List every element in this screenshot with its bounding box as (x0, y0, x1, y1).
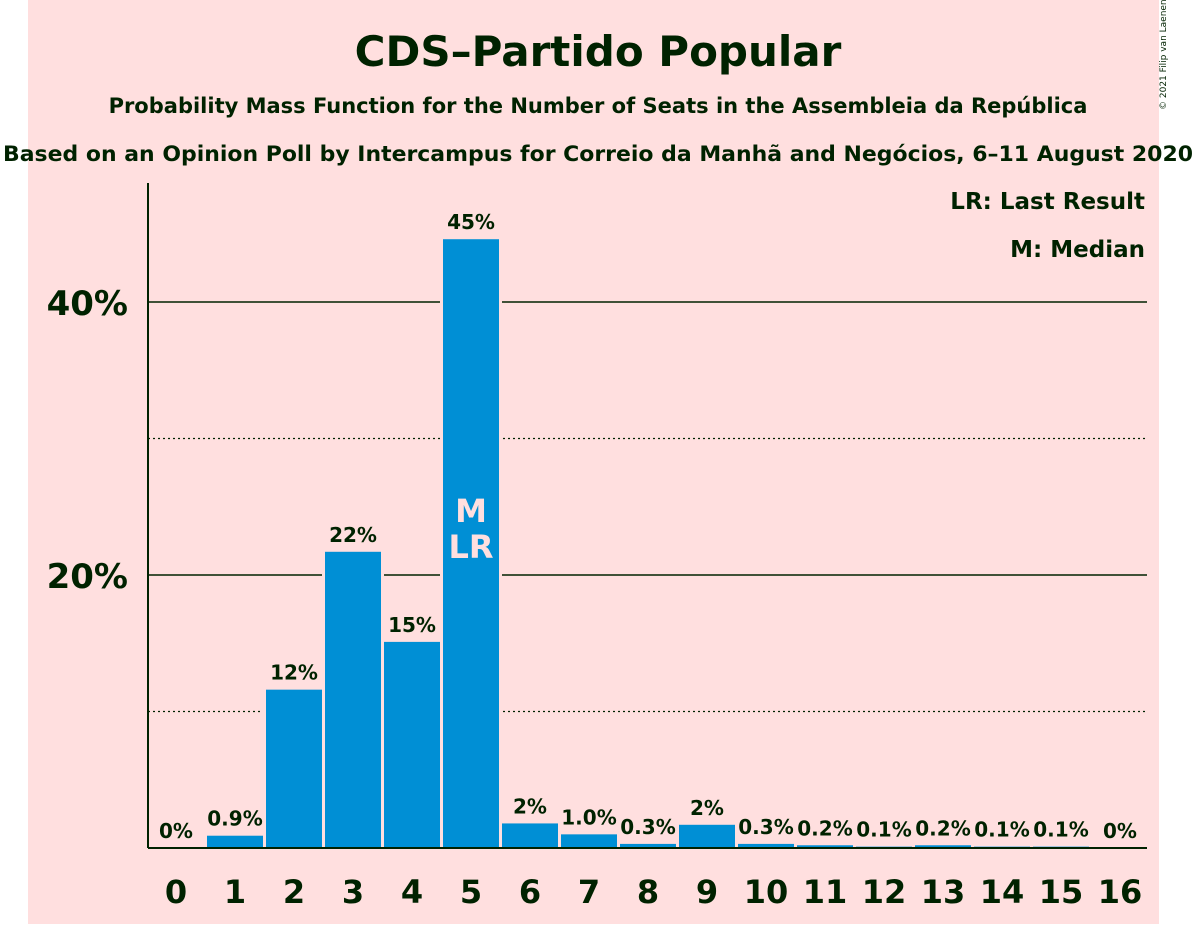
y-tick-label-40: 40% (47, 284, 128, 324)
median-marker: M (455, 492, 487, 530)
bar-seats-2 (266, 689, 322, 848)
x-tick-label-12: 12 (862, 873, 907, 911)
data-label-1: 0.9% (207, 807, 262, 831)
data-label-15: 0.1% (1033, 818, 1088, 842)
data-label-11: 0.2% (797, 816, 852, 840)
data-label-0: 0% (159, 819, 193, 843)
bar-halo-12 (853, 843, 915, 848)
x-tick-label-4: 4 (401, 873, 423, 911)
data-label-13: 0.2% (915, 816, 970, 840)
x-tick-label-16: 16 (1098, 873, 1143, 911)
data-label-14: 0.1% (974, 818, 1029, 842)
y-tick-label-20: 20% (47, 557, 128, 597)
bars: 0% 0 0.9% 1 12% 2 22% 3 15% 4 45% 5 2% 6 1.0% 7 0.3% 8 2% 9… (159, 210, 1142, 911)
last-result-marker: LR (448, 528, 493, 566)
bar-halo-13 (912, 842, 974, 848)
data-label-3: 22% (329, 523, 377, 547)
x-tick-label-7: 7 (578, 873, 600, 911)
bar-seats-13 (915, 845, 971, 848)
data-label-2: 12% (270, 661, 318, 685)
bar-halo-14 (971, 843, 1033, 848)
data-label-9: 2% (690, 796, 724, 820)
chart-background (28, 0, 1159, 924)
x-tick-label-9: 9 (696, 873, 718, 911)
bar-seats-5 (443, 239, 499, 848)
data-label-4: 15% (388, 613, 436, 637)
x-tick-label-14: 14 (980, 873, 1025, 911)
copyright-notice: © 2021 Filip van Laenen (1159, 0, 1169, 110)
axes: 20% 40% (47, 183, 1147, 849)
bar-seats-10 (738, 843, 794, 848)
chart-title: CDS–Partido Popular (355, 27, 842, 76)
chart-subtitle: Probability Mass Function for the Number… (109, 94, 1088, 118)
bar-halo-15 (1030, 843, 1092, 848)
legend-last-result: LR: Last Result (950, 189, 1145, 215)
bar-seats-4 (384, 641, 440, 848)
data-label-5: 45% (447, 210, 495, 234)
bar-seats-9 (679, 824, 735, 848)
data-label-12: 0.1% (856, 818, 911, 842)
x-tick-label-1: 1 (224, 873, 246, 911)
data-label-8: 0.3% (620, 815, 675, 839)
data-label-16: 0% (1103, 819, 1137, 843)
data-label-7: 1.0% (561, 805, 616, 829)
data-label-10: 0.3% (738, 815, 793, 839)
x-tick-label-6: 6 (519, 873, 541, 911)
bar-seats-8 (620, 843, 676, 848)
x-tick-label-10: 10 (744, 873, 789, 911)
bar-seats-6 (502, 823, 558, 848)
x-tick-label-8: 8 (637, 873, 659, 911)
x-tick-label-2: 2 (283, 873, 305, 911)
x-tick-label-11: 11 (803, 873, 848, 911)
bar-seats-11 (797, 845, 853, 848)
x-tick-label-15: 15 (1039, 873, 1084, 911)
x-tick-label-13: 13 (921, 873, 966, 911)
data-label-6: 2% (513, 794, 547, 818)
chart-subtitle-source: Based on an Opinion Poll by Intercampus … (3, 142, 1193, 166)
x-tick-label-5: 5 (460, 873, 482, 911)
legend-median: M: Median (1010, 237, 1145, 263)
bar-halo-11 (794, 842, 856, 848)
bar-seats-3 (325, 551, 381, 848)
x-tick-label-3: 3 (342, 873, 364, 911)
x-tick-label-0: 0 (165, 873, 187, 911)
bar-seats-1 (207, 835, 263, 848)
bar-seats-7 (561, 834, 617, 848)
